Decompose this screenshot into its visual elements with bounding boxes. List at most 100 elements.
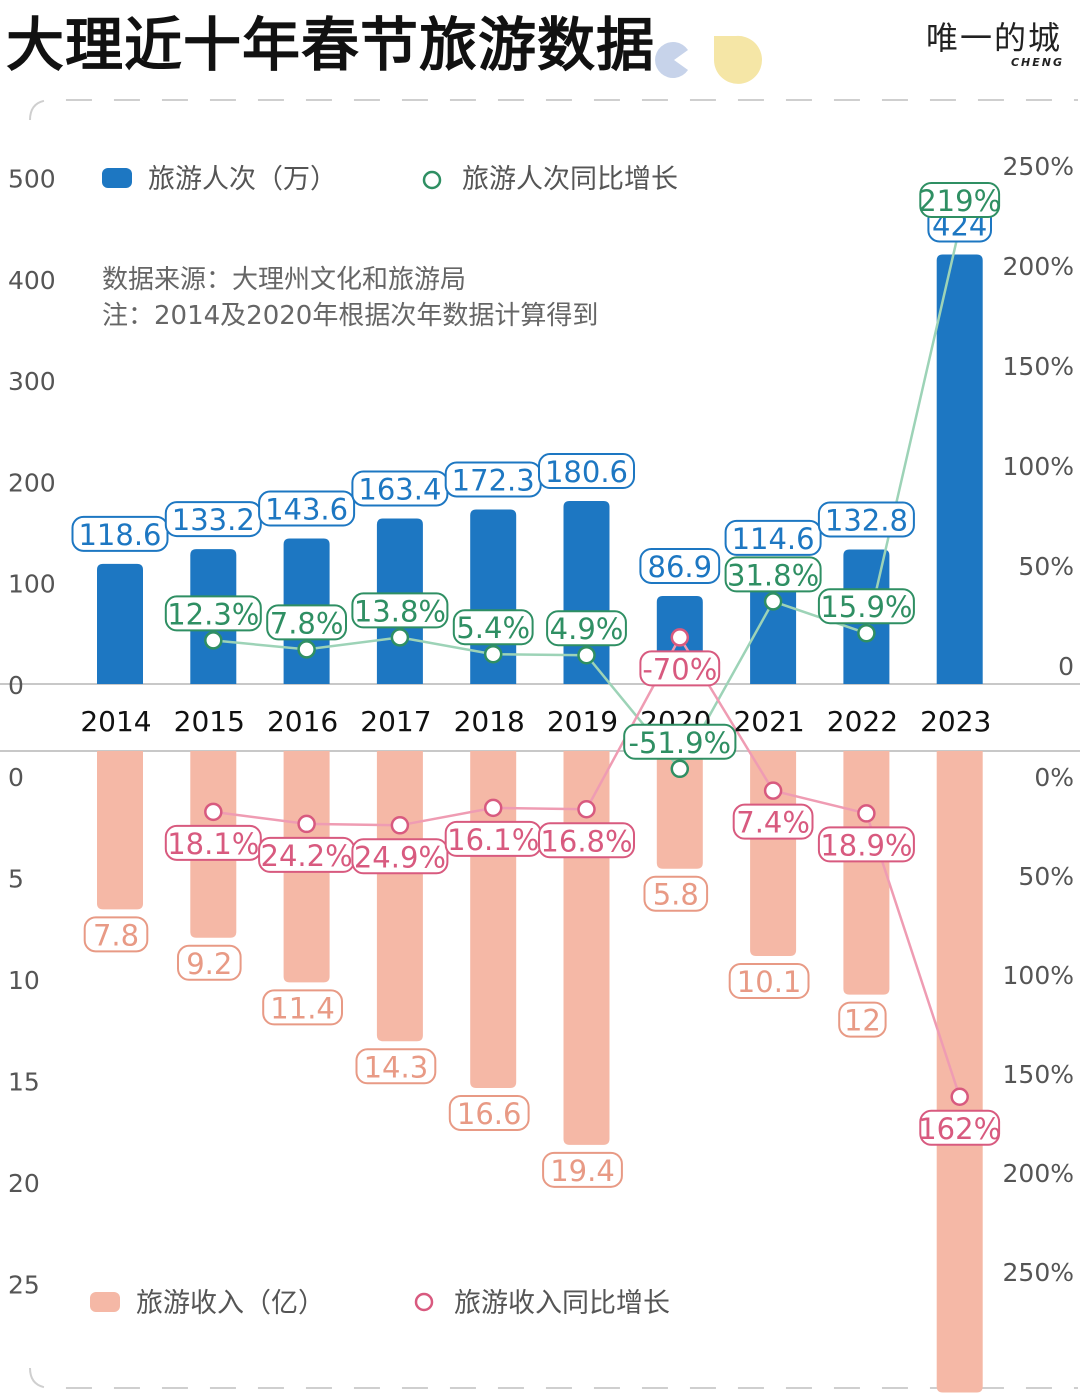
visitors-growth-label: 15.9% xyxy=(817,588,915,625)
revenue-value-label: 11.4 xyxy=(262,989,344,1026)
visitors-growth-point xyxy=(297,640,316,659)
visitors-growth-labels: 12.3% 7.8% 13.8% 5.4% 4.9% -51.9% 31.8%15.9% 21… xyxy=(164,182,1001,760)
visitors-left-tick: 500 xyxy=(8,165,56,194)
visitors-value-label-text: 172.3 xyxy=(452,463,535,497)
year-label: 2016 xyxy=(267,705,338,738)
revenue-value-label: 16.6 xyxy=(448,1094,530,1131)
legend-bottom: 旅游收入（亿） 旅游收入同比增长 xyxy=(90,1288,670,1319)
visitors-value-label: 143.6 xyxy=(258,490,356,527)
revenue-value-label-text: 5.8 xyxy=(653,878,699,912)
visitors-value-label-box xyxy=(639,547,721,584)
visitors-left-axis: 0 100 200 300 400 500 xyxy=(8,165,56,701)
revenue-bar xyxy=(936,751,983,1393)
legend-top: 旅游人次（万） 旅游人次同比增长 xyxy=(102,164,678,195)
visitors-growth-label-box xyxy=(817,588,915,625)
visitors-growth-label-text: 13.8% xyxy=(354,594,446,628)
visitors-value-label-box xyxy=(258,490,356,527)
revenue-growth-label: 24.9% xyxy=(351,838,449,875)
revenue-value-label-text: 9.2 xyxy=(186,947,232,981)
revenue-value-label-box xyxy=(838,1001,887,1038)
revenue-growth-point xyxy=(763,781,783,800)
revenue-growth-labels: 18.1% 24.2% 24.9%16.1% 16.8% -70% 7.4% 18.9% 16… xyxy=(164,650,1001,1146)
visitors-growth-point xyxy=(204,631,223,650)
legend-revenue-growth-marker xyxy=(414,1292,434,1312)
revenue-growth-point xyxy=(297,814,316,834)
visitors-left-tick: 0 xyxy=(8,671,24,700)
year-label: 2017 xyxy=(360,705,431,738)
revenue-growth-point xyxy=(204,802,223,822)
revenue-growth-label-box xyxy=(639,650,721,687)
visitors-growth-label-text: 7.8% xyxy=(270,606,344,640)
visitors-growth-label-text: 219% xyxy=(918,184,1001,218)
visitors-value-label-text: 132.8 xyxy=(825,503,908,537)
revenue-growth-label-text: 18.1% xyxy=(167,827,259,861)
visitors-bar xyxy=(97,563,143,684)
visitors-growth-label: 12.3% xyxy=(164,595,262,632)
visitors-left-tick: 400 xyxy=(8,266,56,295)
revenue-growth-label-text: 7.4% xyxy=(736,806,810,840)
revenue-value-label: 10.1 xyxy=(728,963,810,1000)
visitors-value-label: 163.4 xyxy=(351,470,449,507)
visitors-growth-label: 7.8% xyxy=(266,604,348,641)
revenue-growth-label: 18.1% xyxy=(164,824,262,861)
legend-visitors-swatch xyxy=(102,168,132,188)
revenue-value-label-text: 7.8 xyxy=(93,918,139,952)
visitors-growth-label-box xyxy=(919,182,1001,218)
revenue-right-tick: 0% xyxy=(1034,763,1074,792)
revenue-growth-label: 24.2% xyxy=(258,836,356,873)
brand-logo: 唯一的城 CHENG xyxy=(918,20,1070,69)
visitors-value-label-box xyxy=(538,453,635,490)
revenue-growth-label-text: 24.9% xyxy=(354,840,446,874)
revenue-growth-label-box xyxy=(538,822,635,859)
visitors-right-axis: 0 50% 100% 150% 200% 250% xyxy=(1003,152,1074,681)
visitors-growth-label-box xyxy=(266,604,348,641)
visitors-value-label-text: 133.2 xyxy=(172,503,255,537)
visitors-value-label-text: 180.6 xyxy=(545,455,628,489)
legend-revenue-label: 旅游收入（亿） xyxy=(136,1288,325,1319)
visitors-growth-point xyxy=(763,592,783,611)
revenue-value-label: 19.4 xyxy=(542,1151,623,1188)
visitors-value-label: 132.8 xyxy=(817,501,915,538)
visitors-right-tick: 50% xyxy=(1018,552,1074,581)
visitors-growth-label: 4.9% xyxy=(546,610,627,647)
visitors-value-label: 118.6 xyxy=(71,515,169,552)
revenue-left-tick: 0 xyxy=(8,763,24,792)
visitors-value-label-box xyxy=(71,515,169,552)
revenue-growth-label-text: 16.1% xyxy=(447,823,539,857)
revenue-value-label-box xyxy=(355,1048,437,1085)
visitors-growth-label: 13.8% xyxy=(351,592,449,629)
visitors-growth-label-box xyxy=(452,609,534,646)
visitors-growth-point xyxy=(670,759,690,779)
year-label: 2021 xyxy=(733,705,804,738)
source-note: 数据来源：大理州文化和旅游局 xyxy=(102,265,466,295)
revenue-growth-label: -70% xyxy=(639,650,721,687)
year-label: 2018 xyxy=(454,705,525,738)
visitors-bar xyxy=(936,254,983,684)
revenue-right-tick: 50% xyxy=(1018,862,1074,891)
visitors-value-labels: 118.6 133.2 143.6 163.4 172.3 180.6 86.9 114.6 1… xyxy=(71,206,993,584)
revenue-value-label-text: 12 xyxy=(844,1004,881,1038)
revenue-value-label-text: 11.4 xyxy=(270,991,335,1025)
visitors-growth-point xyxy=(857,623,876,643)
visitors-growth-label-box xyxy=(164,595,262,632)
revenue-growth-label-box xyxy=(351,838,449,875)
revenue-bar xyxy=(97,751,143,910)
visitors-growth-point xyxy=(390,628,410,647)
revenue-right-tick: 250% xyxy=(1003,1258,1074,1287)
visitors-growth-label: -51.9% xyxy=(623,723,737,760)
visitors-value-label-box xyxy=(817,501,915,538)
revenue-value-label-box xyxy=(262,989,344,1026)
visitors-growth-label-text: 5.4% xyxy=(456,611,530,645)
legend-revenue-swatch xyxy=(90,1292,120,1312)
visitors-value-label: 180.6 xyxy=(538,453,635,490)
visitors-value-label-text: 114.6 xyxy=(732,522,815,556)
revenue-growth-label: 7.4% xyxy=(732,803,814,840)
visitors-growth-label-box xyxy=(623,723,737,760)
revenue-value-label-box xyxy=(177,944,242,981)
revenue-value-label-text: 19.4 xyxy=(550,1154,615,1188)
revenue-growth-label: 162% xyxy=(918,1109,1001,1146)
revenue-left-tick: 10 xyxy=(8,966,40,995)
revenue-growth-label: 16.1% xyxy=(444,820,542,857)
year-label: 2023 xyxy=(920,705,991,738)
